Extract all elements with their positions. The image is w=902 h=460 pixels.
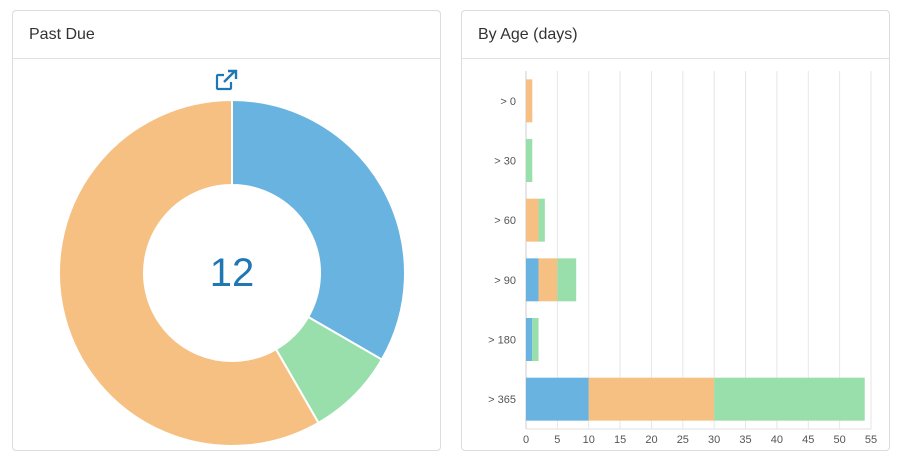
- category-label: > 365: [488, 394, 516, 406]
- x-tick-label: 50: [834, 434, 846, 446]
- past-due-total: 12: [210, 251, 255, 295]
- bar-segment-0-1[interactable]: [526, 79, 533, 123]
- by-age-card: By Age (days) > 0 > 30 > 60 > 90 > 180 > 365 …: [461, 10, 890, 451]
- by-age-bar-chart: > 0 > 30 > 60 > 90 > 180 > 365 0 5 10 15 20 25 30 35…: [488, 71, 877, 446]
- x-tick-label: 40: [771, 434, 783, 446]
- past-due-card: Past Due 12: [12, 10, 441, 451]
- donut-slice-2[interactable]: [58, 98, 320, 447]
- bar-segment-5-0[interactable]: [526, 377, 589, 421]
- category-label: > 90: [494, 275, 516, 287]
- bar-segment-4-0[interactable]: [526, 318, 533, 361]
- bar-segment-1-2[interactable]: [526, 139, 533, 182]
- past-due-title: Past Due: [13, 11, 440, 59]
- bar-segment-3-1[interactable]: [538, 258, 558, 302]
- category-label: > 0: [500, 96, 516, 108]
- external-link-icon[interactable]: [215, 69, 238, 91]
- x-tick-label: 5: [554, 434, 560, 446]
- bar-segment-5-2[interactable]: [714, 377, 865, 421]
- x-tick-label: 35: [739, 434, 751, 446]
- bar-segment-3-0[interactable]: [526, 258, 539, 302]
- bar-segment-4-2[interactable]: [532, 318, 539, 361]
- x-tick-label: 55: [865, 434, 877, 446]
- x-tick-label: 15: [614, 434, 626, 446]
- x-tick-label: 30: [708, 434, 720, 446]
- by-age-title: By Age (days): [462, 11, 889, 59]
- donut-slice-0[interactable]: [231, 98, 406, 361]
- x-tick-label: 10: [583, 434, 595, 446]
- category-label: > 180: [488, 335, 516, 347]
- bar-segment-2-1[interactable]: [526, 198, 539, 242]
- x-tick-label: 20: [645, 434, 657, 446]
- bar-segment-3-2[interactable]: [557, 258, 577, 302]
- past-due-donut-chart: 12: [58, 69, 406, 447]
- category-label: > 30: [494, 156, 516, 168]
- bar-segment-5-1[interactable]: [588, 377, 715, 421]
- x-tick-label: 45: [802, 434, 814, 446]
- x-tick-label: 0: [523, 434, 529, 446]
- bar-segment-2-2[interactable]: [538, 198, 545, 242]
- x-tick-label: 25: [677, 434, 689, 446]
- category-label: > 60: [494, 215, 516, 227]
